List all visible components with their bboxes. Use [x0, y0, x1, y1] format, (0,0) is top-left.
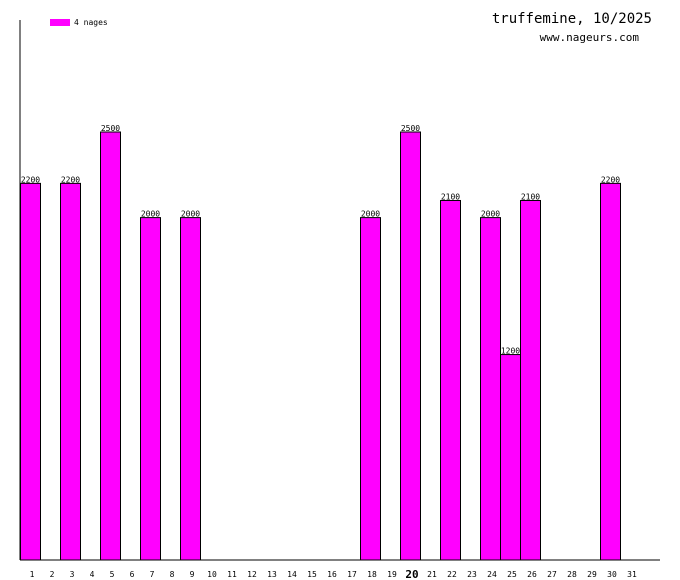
x-tick-label-31: 31 [627, 570, 637, 579]
x-tick-label-21: 21 [427, 570, 437, 579]
x-tick-label-25: 25 [507, 570, 517, 579]
data-label-day-5: 2500 [101, 124, 120, 133]
x-tick-label-6: 6 [130, 570, 135, 579]
x-tick-label-12: 12 [247, 570, 257, 579]
x-tick-label-3: 3 [70, 570, 75, 579]
x-tick-label-26: 26 [527, 570, 537, 579]
chart-subtitle: www.nageurs.com [540, 31, 640, 44]
x-tick-label-5: 5 [110, 570, 115, 579]
data-label-day-3: 2200 [61, 175, 80, 184]
x-tick-label-8: 8 [170, 570, 175, 579]
bar-day-3 [60, 182, 81, 561]
bar-day-25 [500, 354, 521, 561]
x-tick-label-28: 28 [567, 570, 577, 579]
x-tick-label-10: 10 [207, 570, 217, 579]
bar-day-7 [140, 217, 161, 561]
data-label-day-25: 1200 [501, 347, 520, 356]
x-tick-label-15: 15 [307, 570, 317, 579]
x-tick-label-1: 1 [30, 570, 35, 579]
bar-day-1 [20, 182, 41, 561]
x-tick-label-13: 13 [267, 570, 277, 579]
x-tick-label-17: 17 [347, 570, 357, 579]
x-tick-label-18: 18 [367, 570, 377, 579]
data-label-day-26: 2100 [521, 192, 540, 201]
data-label-day-24: 2000 [481, 210, 500, 219]
x-tick-label-20: 20 [405, 568, 418, 580]
data-label-day-9: 2000 [181, 210, 200, 219]
data-label-day-7: 2000 [141, 210, 160, 219]
x-tick-label-16: 16 [327, 570, 337, 579]
x-tick-label-11: 11 [227, 570, 237, 579]
data-label-day-30: 2200 [601, 175, 620, 184]
bar-day-5 [100, 131, 121, 561]
data-labels-group: 2200 2200 2500 2000 2000 2000 2500 2100 2000 1200… [21, 124, 620, 356]
data-label-day-22: 2100 [441, 192, 460, 201]
legend: 4 nages [50, 18, 108, 27]
bar-day-9 [180, 217, 201, 561]
x-tick-label-22: 22 [447, 570, 457, 579]
chart-title: truffemine, 10/2025 [492, 11, 652, 27]
legend-swatch [50, 19, 70, 26]
data-label-day-18: 2000 [361, 210, 380, 219]
x-tick-label-9: 9 [190, 570, 195, 579]
data-label-day-1: 2200 [21, 175, 40, 184]
bar-day-20 [400, 131, 421, 561]
x-tick-label-14: 14 [287, 570, 297, 579]
data-label-day-20: 2500 [401, 124, 420, 133]
x-tick-label-4: 4 [90, 570, 95, 579]
x-tick-label-30: 30 [607, 570, 617, 579]
bar-day-24 [480, 217, 501, 561]
x-tick-label-2: 2 [50, 570, 55, 579]
x-tick-label-27: 27 [547, 570, 557, 579]
x-tick-label-23: 23 [467, 570, 477, 579]
bar-day-18 [360, 217, 381, 561]
bars-group [20, 131, 621, 561]
legend-label: 4 nages [74, 18, 108, 27]
x-tick-labels: 1 2 3 4 5 6 7 8 9 10 11 12 13 14 15 16 17 18 19 20 21 22 23 24 2… [30, 568, 637, 580]
x-tick-label-7: 7 [150, 570, 155, 579]
x-tick-label-19: 19 [387, 570, 397, 579]
bar-day-26 [520, 199, 541, 561]
bar-day-22 [440, 199, 461, 561]
x-tick-label-24: 24 [487, 570, 497, 579]
x-tick-label-29: 29 [587, 570, 597, 579]
bar-day-30 [600, 182, 621, 561]
